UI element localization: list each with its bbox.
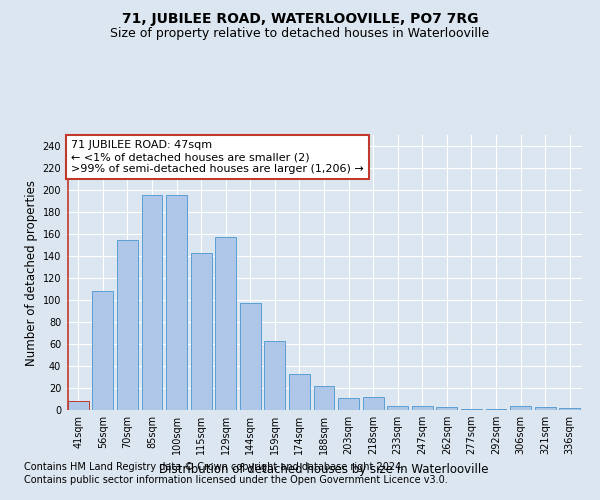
Text: 71, JUBILEE ROAD, WATERLOOVILLE, PO7 7RG: 71, JUBILEE ROAD, WATERLOOVILLE, PO7 7RG [122, 12, 478, 26]
Text: Contains public sector information licensed under the Open Government Licence v3: Contains public sector information licen… [24, 475, 448, 485]
Bar [166, 196, 187, 410]
Bar [215, 238, 236, 410]
Bar [240, 304, 261, 410]
Bar [535, 406, 556, 410]
Y-axis label: Number of detached properties: Number of detached properties [25, 180, 38, 366]
Bar [68, 401, 89, 410]
Bar [436, 406, 457, 410]
Text: Contains HM Land Registry data © Crown copyright and database right 2024.: Contains HM Land Registry data © Crown c… [24, 462, 404, 472]
Bar [362, 397, 383, 410]
Bar [117, 240, 138, 410]
Bar [461, 409, 482, 410]
Bar [559, 408, 580, 410]
Bar [314, 386, 334, 410]
Bar [265, 340, 286, 410]
Bar [142, 196, 163, 410]
Bar [338, 398, 359, 410]
Bar [191, 252, 212, 410]
X-axis label: Distribution of detached houses by size in Waterlooville: Distribution of detached houses by size … [159, 462, 489, 475]
Text: Size of property relative to detached houses in Waterlooville: Size of property relative to detached ho… [110, 28, 490, 40]
Bar [510, 406, 531, 410]
Bar [485, 409, 506, 410]
Text: 71 JUBILEE ROAD: 47sqm
← <1% of detached houses are smaller (2)
>99% of semi-det: 71 JUBILEE ROAD: 47sqm ← <1% of detached… [71, 140, 364, 173]
Bar [92, 291, 113, 410]
Bar [412, 406, 433, 410]
Bar [289, 374, 310, 410]
Bar [387, 406, 408, 410]
